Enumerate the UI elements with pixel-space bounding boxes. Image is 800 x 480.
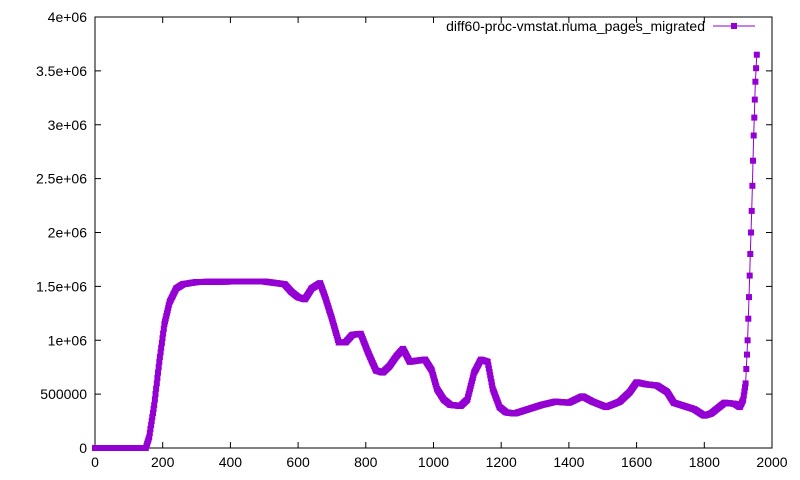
x-tick-label: 2000 xyxy=(756,454,787,470)
y-tick-label: 2e+06 xyxy=(48,225,88,241)
data-point xyxy=(155,364,162,371)
y-tick-label: 4e+06 xyxy=(48,9,88,25)
data-point xyxy=(745,315,752,322)
series-group xyxy=(92,51,760,451)
y-tick-label: 0 xyxy=(79,440,87,456)
x-tick-label: 800 xyxy=(354,454,378,470)
x-tick-label: 1200 xyxy=(486,454,517,470)
data-point xyxy=(753,51,760,58)
data-point xyxy=(742,380,749,387)
data-point xyxy=(150,410,156,416)
data-point xyxy=(146,434,153,441)
data-point xyxy=(155,369,161,376)
data-point xyxy=(484,358,491,365)
data-point xyxy=(158,339,165,346)
data-point xyxy=(750,157,756,164)
legend-marker xyxy=(731,23,737,29)
data-point xyxy=(744,337,751,344)
x-tick-label: 400 xyxy=(219,454,243,470)
data-point xyxy=(151,401,158,408)
data-point xyxy=(486,368,493,375)
x-tick-label: 1600 xyxy=(621,454,652,470)
data-point xyxy=(753,65,760,72)
data-point xyxy=(751,114,758,121)
data-point xyxy=(146,430,153,437)
y-tick-label: 3e+06 xyxy=(48,117,88,133)
data-point xyxy=(149,414,156,420)
data-point xyxy=(489,382,496,389)
data-point xyxy=(751,96,758,103)
data-point xyxy=(744,351,750,358)
data-point xyxy=(148,422,155,429)
data-point xyxy=(743,366,750,372)
data-point xyxy=(154,375,161,381)
data-point xyxy=(485,362,492,369)
data-point xyxy=(156,358,163,365)
data-point xyxy=(740,392,747,399)
data-point xyxy=(748,229,754,236)
y-axis-ticks: 0 500000 1e+06 1.5e+06 2e+06 2.5e+06 3e+06 3.5e… xyxy=(36,9,772,456)
data-point xyxy=(488,379,495,385)
data-point xyxy=(748,207,755,214)
x-tick-label: 1400 xyxy=(553,454,584,470)
data-point xyxy=(740,396,747,403)
x-tick-label: 0 xyxy=(91,454,99,470)
x-axis-ticks: 0 200 400 600 800 1000 1200 1400 1600 1800 2000 xyxy=(91,17,788,470)
y-tick-label: 1.5e+06 xyxy=(36,278,87,294)
y-tick-label: 500000 xyxy=(40,386,87,402)
data-point xyxy=(747,251,754,257)
data-point xyxy=(752,78,759,85)
data-point xyxy=(741,388,748,395)
data-point xyxy=(152,391,159,398)
data-point xyxy=(159,335,166,342)
data-point xyxy=(749,182,756,189)
data-point xyxy=(750,132,757,139)
y-tick-label: 1e+06 xyxy=(48,332,88,348)
data-point xyxy=(158,344,165,351)
data-point xyxy=(153,380,160,387)
data-point xyxy=(151,396,158,403)
data-point xyxy=(746,272,753,279)
data-point xyxy=(148,418,155,425)
data-point xyxy=(153,385,160,392)
data-point xyxy=(160,325,167,332)
data-point xyxy=(485,365,492,372)
y-tick-label: 2.5e+06 xyxy=(36,171,87,187)
data-point xyxy=(156,354,163,361)
data-point xyxy=(487,375,494,382)
data-point xyxy=(150,405,157,412)
x-tick-label: 1800 xyxy=(689,454,720,470)
legend: diff60-proc-vmstat.numa_pages_migrated xyxy=(446,18,755,34)
legend-label: diff60-proc-vmstat.numa_pages_migrated xyxy=(446,18,705,34)
x-tick-label: 600 xyxy=(286,454,310,470)
data-point xyxy=(160,330,167,337)
data-point xyxy=(746,294,752,301)
x-tick-label: 200 xyxy=(151,454,175,470)
x-tick-label: 1000 xyxy=(418,454,449,470)
data-point xyxy=(147,426,154,433)
data-point xyxy=(487,372,494,379)
y-tick-label: 3.5e+06 xyxy=(36,63,87,79)
data-point xyxy=(157,349,164,356)
data-point xyxy=(742,384,748,391)
